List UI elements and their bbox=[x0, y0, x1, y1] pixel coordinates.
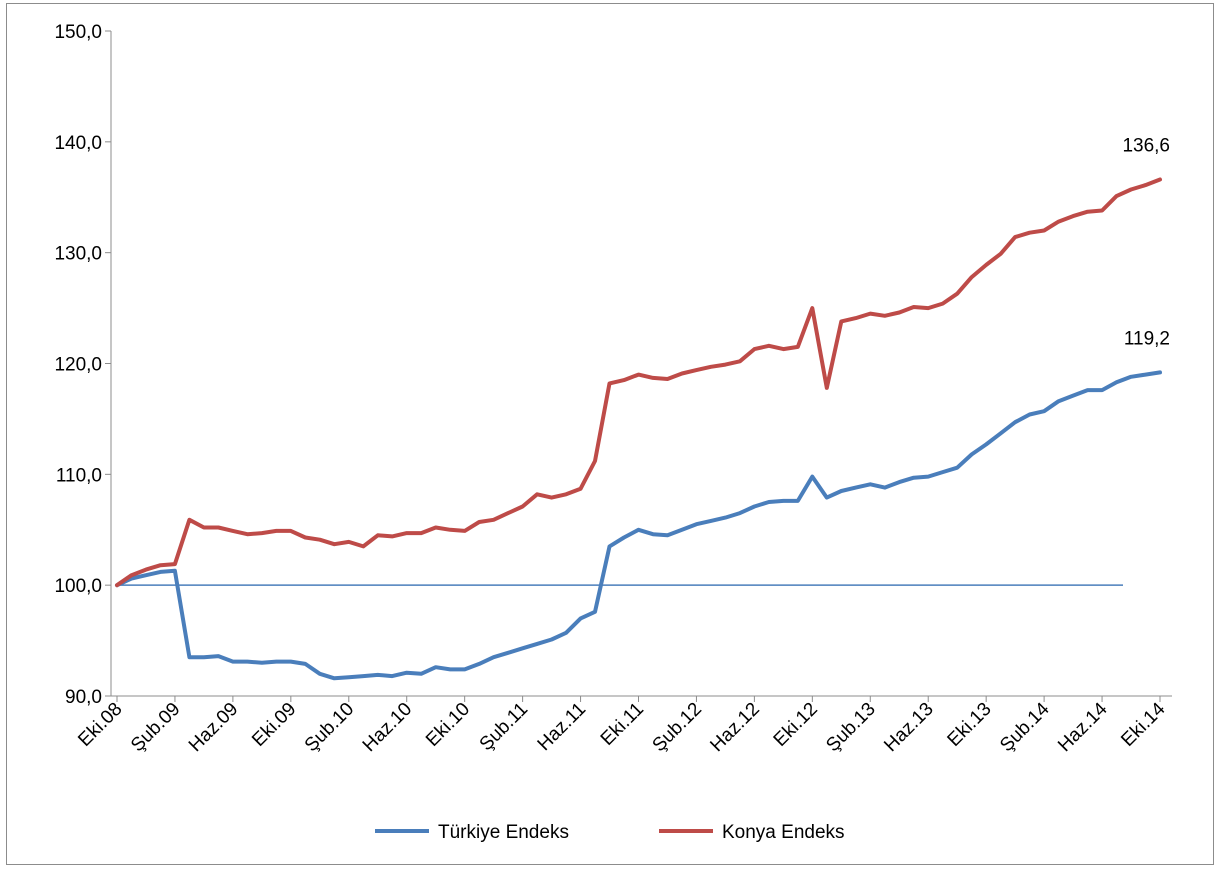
x-tick-label: Şub.11 bbox=[476, 699, 532, 755]
legend-label: Konya Endeks bbox=[722, 822, 845, 843]
chart-axes: 90,0100,0110,0120,0130,0140,0150,0Eki.08… bbox=[54, 22, 1172, 756]
x-tick-label: Haz.10 bbox=[359, 699, 416, 756]
y-tick-label: 100,0 bbox=[54, 576, 102, 597]
x-tick-label: Şub.12 bbox=[649, 699, 706, 756]
y-tick-label: 130,0 bbox=[54, 244, 102, 265]
y-tick-label: 140,0 bbox=[54, 133, 102, 154]
y-tick-label: 120,0 bbox=[54, 355, 102, 376]
x-tick-label: Eki.11 bbox=[597, 699, 648, 750]
series-line-0 bbox=[115, 370, 1162, 681]
legend: Türkiye Endeks Konya Endeks bbox=[375, 822, 845, 843]
x-tick-label: Haz.11 bbox=[534, 699, 590, 755]
x-tick-label: Haz.14 bbox=[1054, 698, 1112, 756]
chart-frame bbox=[6, 3, 1214, 865]
y-tick-label: 110,0 bbox=[56, 465, 102, 486]
x-tick-label: Haz.09 bbox=[185, 699, 242, 756]
end-value-label: 119,2 bbox=[1124, 328, 1170, 349]
x-tick-label: Eki.09 bbox=[248, 699, 300, 751]
x-tick-label: Haz.12 bbox=[707, 699, 764, 756]
x-tick-label: Eki.14 bbox=[1117, 698, 1169, 750]
x-tick-label: Şub.13 bbox=[822, 699, 879, 756]
legend-label: Türkiye Endeks bbox=[438, 822, 569, 843]
x-tick-label: Şub.14 bbox=[996, 698, 1054, 756]
x-tick-label: Şub.10 bbox=[301, 699, 358, 756]
x-tick-label: Eki.10 bbox=[422, 699, 474, 751]
x-tick-label: Şub.09 bbox=[127, 699, 184, 756]
x-tick-label: Eki.12 bbox=[770, 699, 822, 751]
x-tick-label: Haz.13 bbox=[880, 699, 937, 756]
y-tick-label: 150,0 bbox=[54, 22, 102, 43]
series-line-1 bbox=[115, 177, 1162, 588]
end-value-label: 136,6 bbox=[1122, 136, 1170, 157]
series-group bbox=[115, 177, 1162, 681]
end-labels: 119,2 136,6 bbox=[1122, 136, 1170, 350]
y-tick-label: 90,0 bbox=[65, 687, 102, 708]
x-tick-label: Eki.13 bbox=[944, 699, 996, 751]
